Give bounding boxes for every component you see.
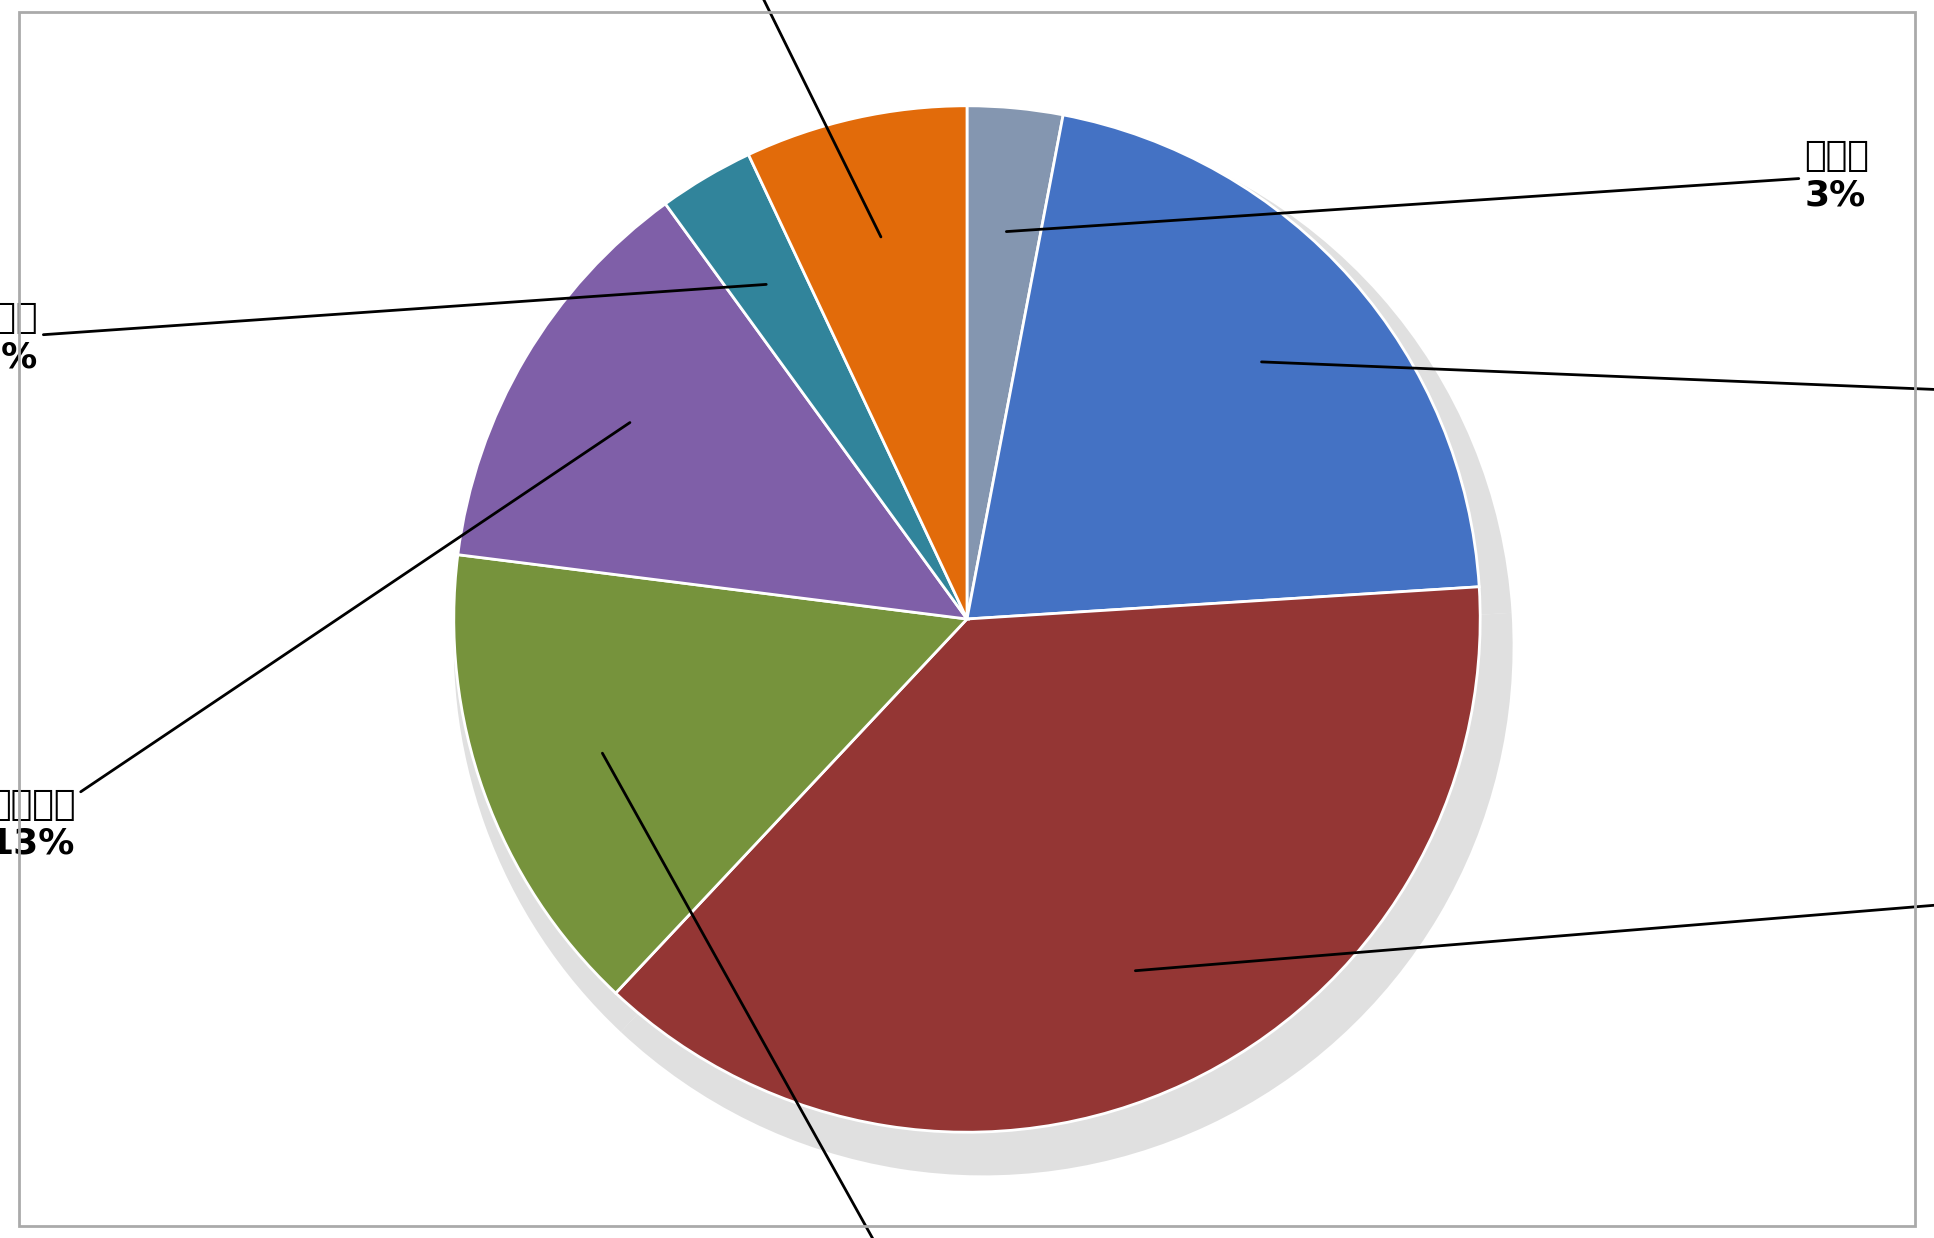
Text: 年に数回
13%: 年に数回 13%: [0, 422, 630, 860]
Wedge shape: [454, 579, 982, 1032]
Wedge shape: [748, 105, 967, 619]
Wedge shape: [758, 116, 982, 646]
Wedge shape: [967, 105, 1064, 619]
Wedge shape: [454, 555, 967, 993]
Wedge shape: [615, 587, 1480, 1133]
Text: 未記入
3%: 未記入 3%: [1006, 140, 1870, 232]
Wedge shape: [621, 613, 1512, 1175]
Text: 年に１回
3%: 年に１回 3%: [0, 285, 766, 375]
Wedge shape: [458, 204, 967, 619]
Wedge shape: [982, 126, 1512, 646]
Text: 月２〜３
回 38%: 月２〜３ 回 38%: [1135, 863, 1934, 971]
Wedge shape: [982, 116, 1083, 646]
Wedge shape: [458, 218, 982, 646]
Text: 初めて
7%: 初めて 7%: [605, 0, 880, 236]
Wedge shape: [671, 167, 982, 646]
Text: 週１回以
上 21%: 週１回以 上 21%: [1261, 355, 1934, 428]
Wedge shape: [967, 115, 1480, 619]
Wedge shape: [665, 155, 967, 619]
Text: 月１回
15%: 月１回 15%: [601, 753, 1037, 1238]
